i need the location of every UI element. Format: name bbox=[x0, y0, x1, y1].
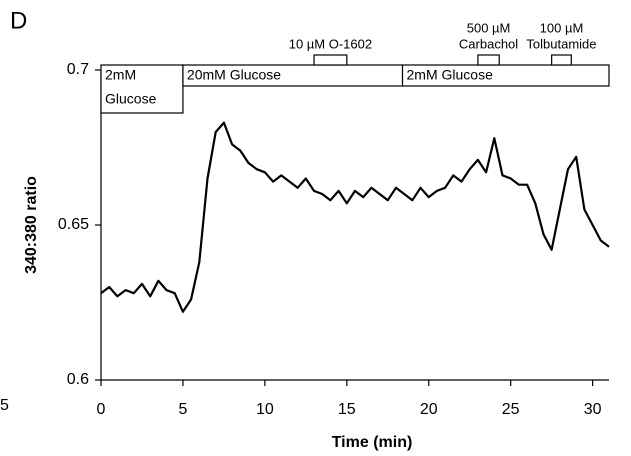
drug-label: 500 µM bbox=[467, 20, 511, 35]
drug-bar bbox=[551, 54, 572, 66]
condition-bar bbox=[100, 64, 184, 114]
y-axis-label: 340:380 ratio bbox=[23, 176, 40, 274]
x-tick-label: 10 bbox=[256, 401, 274, 418]
x-axis-label: Time (min) bbox=[332, 434, 413, 451]
condition-bar bbox=[401, 64, 610, 87]
condition-label: Glucose bbox=[105, 91, 157, 107]
x-tick-label: 20 bbox=[420, 401, 438, 418]
condition-label: 20mM Glucose bbox=[187, 67, 281, 83]
x-tick-label: 0 bbox=[97, 401, 106, 418]
x-tick-label: 30 bbox=[584, 401, 602, 418]
y-tick-label: 0.7 bbox=[67, 61, 89, 78]
drug-bar bbox=[313, 54, 348, 66]
drug-label: Carbachol bbox=[459, 36, 518, 51]
drug-label: Tolbutamide bbox=[526, 36, 596, 51]
drug-label: 100 µM bbox=[540, 20, 584, 35]
panel-label: D bbox=[10, 7, 27, 34]
condition-label: 2mM Glucose bbox=[407, 67, 494, 83]
condition-label: 2mM bbox=[105, 67, 136, 83]
stray-label: 5 bbox=[0, 397, 9, 414]
drug-bar bbox=[477, 54, 500, 66]
x-tick-label: 5 bbox=[178, 401, 187, 418]
x-tick-label: 25 bbox=[502, 401, 520, 418]
y-tick-label: 0.6 bbox=[67, 371, 89, 388]
y-tick-label: 0.65 bbox=[58, 216, 89, 233]
trace bbox=[100, 121, 610, 313]
x-tick-label: 15 bbox=[338, 401, 356, 418]
drug-label: 10 µM O-1602 bbox=[289, 36, 372, 51]
